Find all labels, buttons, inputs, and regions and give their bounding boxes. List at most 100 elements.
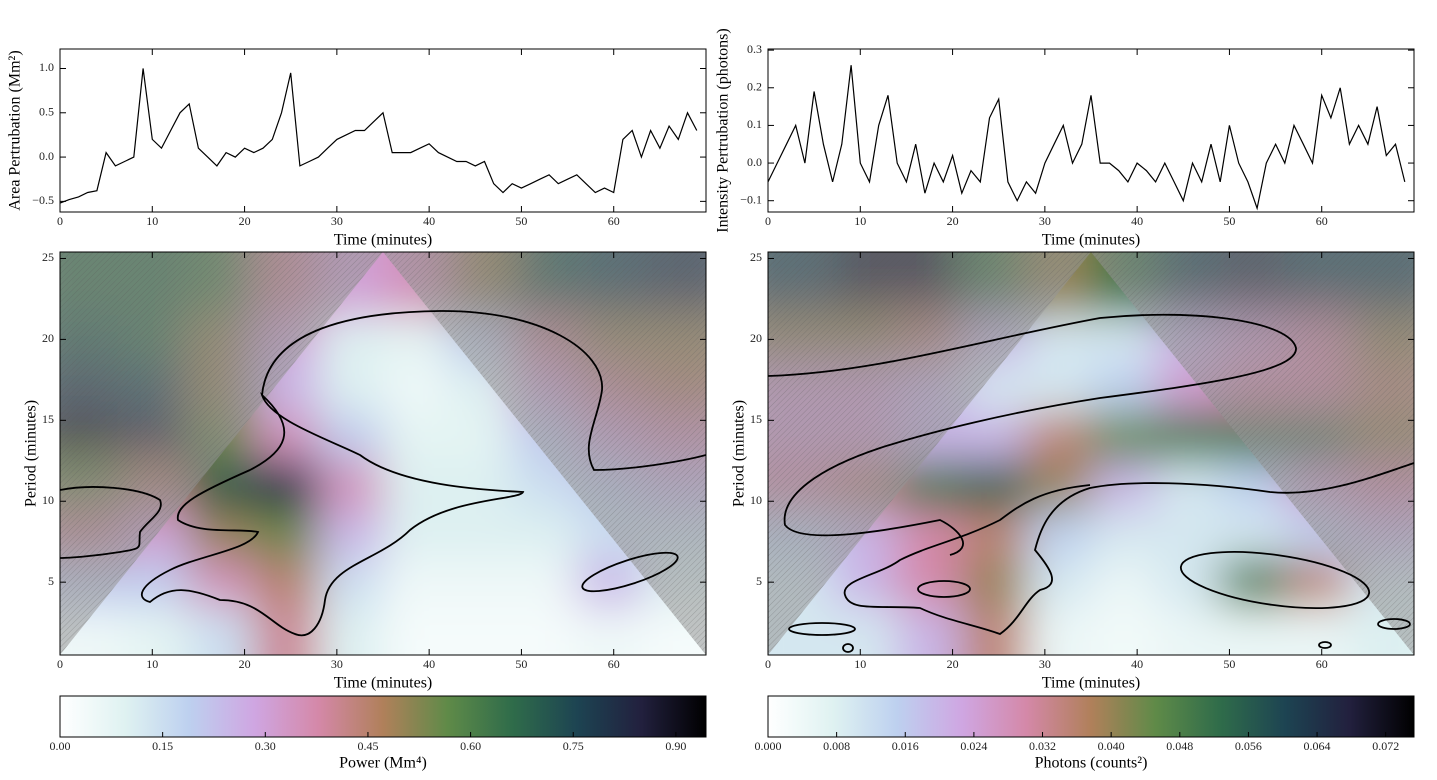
heatmap-cell (1220, 606, 1286, 655)
heatmap-cell (253, 509, 319, 559)
y-tick-label: 0.0 (747, 155, 762, 169)
plot-frame (767, 251, 1415, 656)
contour (1377, 618, 1411, 630)
x-tick-label: 50 (1223, 214, 1235, 228)
heatmap-cell (383, 460, 449, 510)
heatmap-cell (1026, 315, 1092, 365)
heatmap-cell (1091, 412, 1157, 462)
x-tick-label: 0 (765, 214, 771, 228)
y-tick-label: 0.2 (747, 80, 762, 94)
heatmap-cell (1091, 557, 1157, 607)
x-tick-label: 0 (57, 214, 63, 228)
heatmap-cell (253, 460, 319, 510)
x-axis-label: Time (minutes) (334, 675, 433, 692)
colorbar-tick-label: 0.15 (152, 739, 173, 753)
contour (842, 643, 854, 653)
heatmap-cell (253, 557, 319, 607)
y-axis-label: Area Pertrubation (Mm²) (7, 50, 24, 210)
heatmap-cell (897, 606, 963, 655)
y-tick-label: 15 (750, 412, 762, 426)
plot-frame (59, 48, 707, 213)
heatmap-cell (1220, 509, 1286, 559)
heatmap-cell (318, 460, 384, 510)
colorbar-tick-label: 0.30 (255, 739, 276, 753)
heatmap-cell (576, 606, 642, 655)
x-tick-label: 10 (854, 657, 866, 671)
heatmap-cell (961, 412, 1027, 462)
cone-of-influence (60, 252, 383, 655)
heatmap-cell (189, 557, 255, 607)
cone-of-influence (768, 252, 1091, 655)
heatmap-cell (189, 606, 255, 655)
heatmap-cell (383, 557, 449, 607)
heatmap-cell (897, 509, 963, 559)
heatmap-cell (447, 509, 513, 559)
heatmap-cell (1155, 509, 1221, 559)
contour (60, 486, 162, 559)
heatmap-cell (318, 363, 384, 413)
y-tick-label: 5 (756, 574, 762, 588)
heatmap-cell (576, 557, 642, 607)
x-tick-label: 30 (331, 214, 343, 228)
y-tick-label: 15 (42, 412, 54, 426)
x-tick-label: 60 (1316, 214, 1328, 228)
heatmap-cell (318, 557, 384, 607)
heatmap-cell (1026, 509, 1092, 559)
y-tick-label: 20 (42, 331, 54, 345)
x-tick-label: 60 (608, 657, 620, 671)
colorbar-tick-label: 0.008 (823, 739, 850, 753)
x-tick-label: 40 (1131, 214, 1143, 228)
x-axis-label: Time (minutes) (1042, 232, 1141, 249)
y-tick-label: 25 (750, 250, 762, 264)
heatmap-cell (961, 509, 1027, 559)
heatmap-cell (1220, 557, 1286, 607)
y-axis-label: Period (minutes) (23, 400, 40, 507)
x-axis-label: Time (minutes) (334, 232, 433, 249)
heatmap-cell (318, 315, 384, 365)
plot-frame (767, 48, 1415, 213)
heatmap-cell (1091, 606, 1157, 655)
x-tick-label: 50 (515, 214, 527, 228)
heatmap-cell (1026, 412, 1092, 462)
colorbar (767, 695, 1415, 738)
contour (768, 313, 1297, 556)
contour (917, 580, 971, 598)
contour (843, 462, 1414, 636)
cone-of-influence (1091, 252, 1414, 655)
colorbar-tick-label: 0.024 (960, 739, 987, 753)
y-axis-label: Period (minutes) (731, 400, 748, 507)
heatmap-cell (447, 557, 513, 607)
colorbar-tick-label: 0.45 (357, 739, 378, 753)
contour (1179, 551, 1371, 609)
x-tick-label: 10 (146, 657, 158, 671)
y-tick-label: 0.3 (747, 42, 762, 56)
heatmap-cell (383, 363, 449, 413)
colorbar-tick-label: 0.040 (1098, 739, 1125, 753)
y-tick-label: 20 (750, 331, 762, 345)
heatmap-cell (832, 557, 898, 607)
y-tick-label: 0.0 (39, 149, 54, 163)
x-axis-label: Time (minutes) (1042, 675, 1141, 692)
colorbar (59, 695, 707, 738)
colorbar-tick-label: 0.00 (50, 739, 71, 753)
y-axis-label: Intensity Pertrubation (photons) (715, 28, 732, 232)
x-tick-label: 10 (854, 214, 866, 228)
x-tick-label: 50 (1223, 657, 1235, 671)
cone-of-influence (383, 252, 706, 655)
heatmap-cell (1026, 557, 1092, 607)
heatmap-cell (1155, 606, 1221, 655)
colorbar-tick-label: 0.056 (1235, 739, 1262, 753)
y-tick-label: −0.1 (740, 192, 762, 206)
x-tick-label: 40 (423, 657, 435, 671)
y-tick-label: 10 (42, 493, 54, 507)
colorbar-tick-label: 0.016 (892, 739, 919, 753)
x-tick-label: 50 (515, 657, 527, 671)
colorbar-tick-label: 0.072 (1372, 739, 1399, 753)
colorbar-label: Power (Mm⁴) (339, 755, 427, 772)
heatmap-cell (961, 460, 1027, 510)
contour (581, 551, 679, 593)
colorbar-tick-label: 0.90 (665, 739, 686, 753)
heatmap-cell (447, 412, 513, 462)
